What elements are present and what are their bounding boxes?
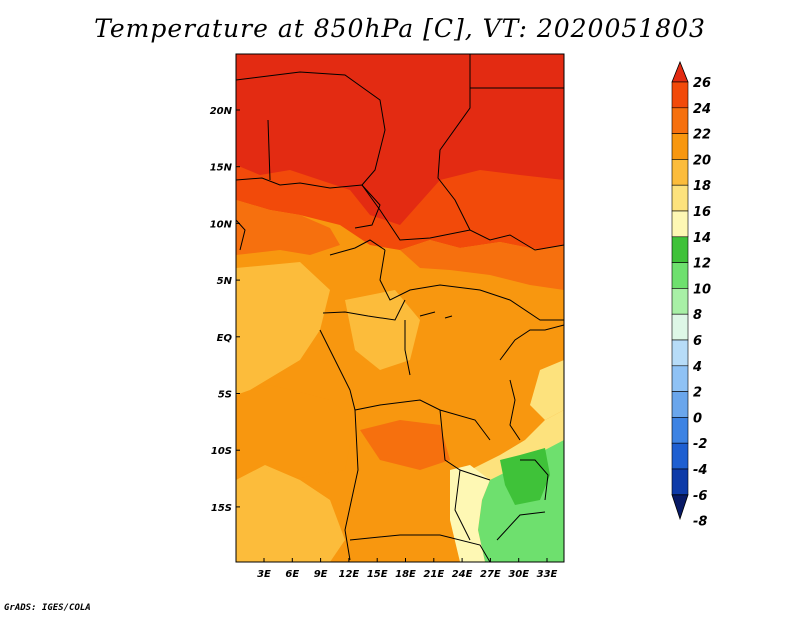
lon-tick-label: 9E [314,569,328,580]
colorbar-label: 2 [693,386,702,401]
colorbar-swatch [671,417,689,444]
colorbar-label: 0 [693,411,702,426]
colorbar-label: 12 [693,257,711,272]
lat-tick-label: 15S [211,503,232,514]
colorbar-label: 22 [693,128,711,143]
colorbar-label: 26 [693,76,711,91]
lon-tick-label: 21E [423,569,444,580]
colorbar-swatch [671,81,689,109]
colorbar-label: 8 [693,308,702,323]
lon-tick-label: 24E [452,569,473,580]
colorbar-label: -6 [693,489,707,504]
map-frame [235,53,565,563]
map-title: Temperature at 850hPa [C], VT: 202005180… [94,14,706,43]
colorbar-label: 24 [693,102,711,117]
colorbar-swatch [671,210,689,238]
lat-tick-label: 15N [210,163,233,174]
colorbar-label: -8 [693,515,707,530]
latitude-axis: 20N 15N 10N 5N EQ 5S 10S 15S [210,106,240,514]
lat-tick-label: 10N [210,219,233,230]
colorbar-label: 10 [693,282,711,297]
colorbar-label: 4 [692,360,702,375]
colorbar-swatch [671,107,689,134]
colorbar-label: 14 [693,231,711,246]
temperature-field [236,54,564,562]
colorbar-swatch [671,391,689,418]
colorbar-swatch [671,313,689,341]
colorbar-label: 16 [693,205,711,220]
colorbar-swatch [671,262,689,289]
lon-tick-label: 3E [257,569,271,580]
lat-tick-label: 5N [217,276,233,287]
colorbar-swatch [671,442,689,470]
colorbar-swatch [671,339,689,367]
country-borders [235,54,565,563]
lon-tick-label: 12E [339,569,360,580]
colorbar-swatch [671,133,689,160]
lon-tick-label: 27E [480,569,501,580]
colorbar-bottom-arrow [671,494,689,521]
colorbar-swatch [671,159,689,186]
colorbar-swatch [671,236,689,263]
lon-tick-label: 33E [537,569,558,580]
colorbar-top-arrow [671,60,689,83]
grads-credit: GrADS: IGES/COLA [4,603,91,613]
lon-tick-label: 15E [367,569,388,580]
lat-tick-label: EQ [217,333,233,344]
colorbar-swatch [671,288,689,315]
colorbar-label: -4 [693,463,707,478]
colorbar-swatch [671,184,689,212]
colorbar-label: 6 [693,334,702,349]
lat-tick-label: 20N [210,106,233,117]
colorbar-swatch [671,468,689,496]
lon-tick-label: 6E [285,569,299,580]
lon-tick-label: 30E [508,569,529,580]
longitude-axis: 3E 6E 9E 12E 15E 18E 21E 24E 27E 30E 33E [257,558,558,580]
lat-tick-label: 5S [218,390,232,401]
lat-tick-label: 10S [211,446,232,457]
colorbar-swatch [671,365,689,392]
lon-tick-label: 18E [395,569,416,580]
colorbar-label: 18 [693,179,711,194]
colorbar-label: -2 [693,437,707,452]
colorbar-label: 20 [693,153,711,168]
